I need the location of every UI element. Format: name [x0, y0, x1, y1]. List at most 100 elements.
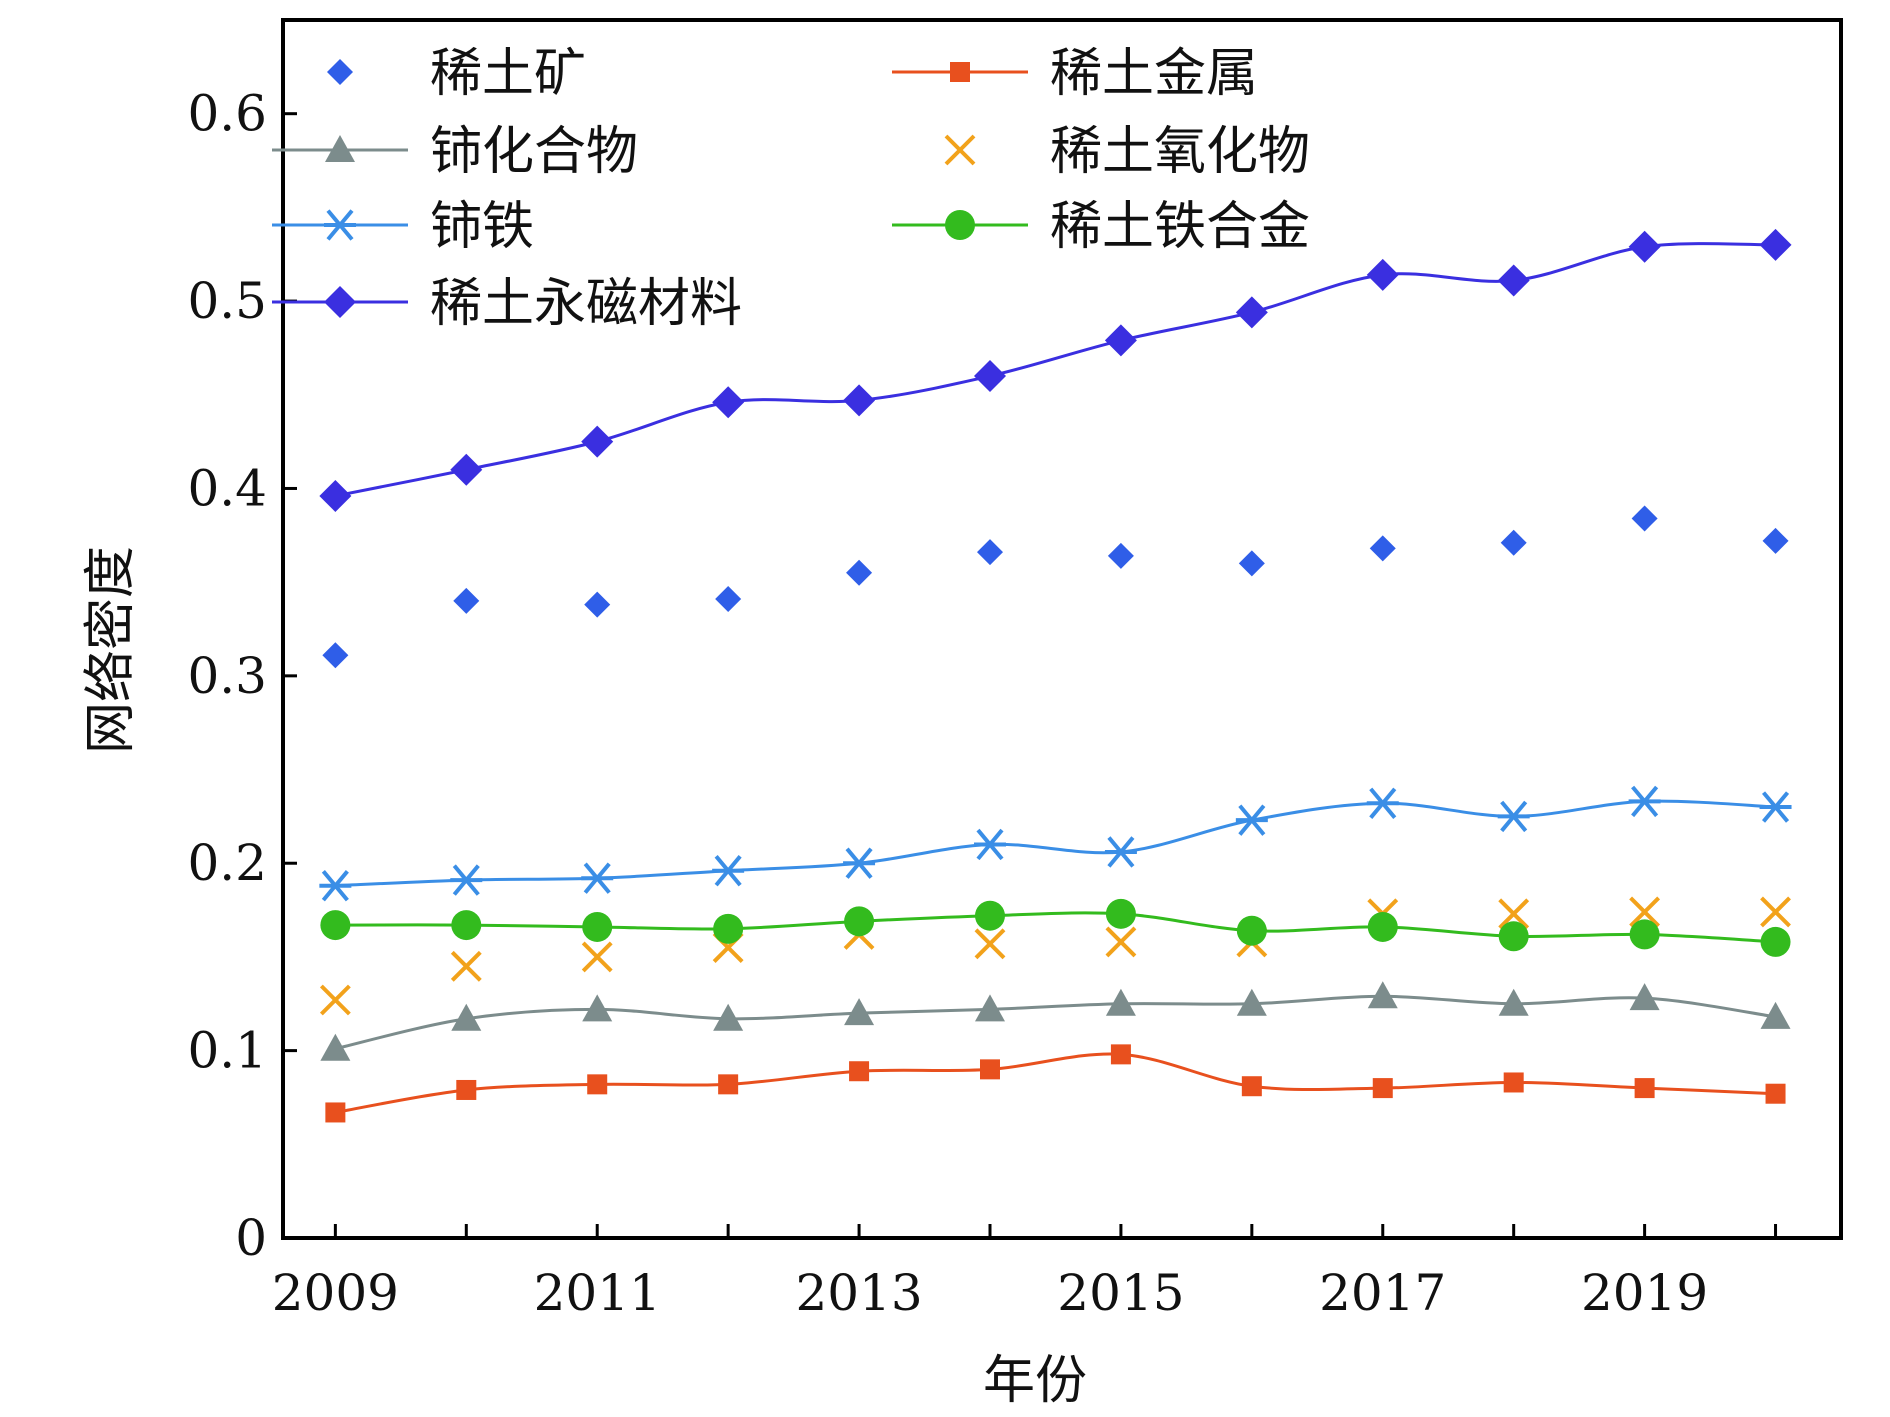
y-tick-label: 0.5: [187, 272, 267, 330]
y-tick-label: 0: [235, 1209, 267, 1267]
data-point: [843, 847, 876, 879]
data-point: [846, 559, 873, 586]
data-point: [1498, 921, 1529, 952]
data-point: [1629, 983, 1660, 1011]
y-tick-label: 0.2: [187, 834, 267, 892]
data-point: [974, 900, 1005, 931]
data-point: [976, 539, 1003, 566]
data-point: [450, 864, 483, 896]
data-point: [844, 906, 875, 937]
data-point: [1104, 324, 1137, 357]
data-point: [1367, 981, 1398, 1009]
series-稀土永磁材料: [319, 228, 1792, 512]
x-tick-label: 2013: [795, 1264, 922, 1322]
data-point: [320, 910, 351, 941]
y-tick-label: 0.1: [187, 1022, 267, 1080]
data-point: [718, 1074, 739, 1095]
legend-item: 铈铁: [272, 197, 534, 257]
data-point: [325, 1102, 346, 1123]
data-point: [450, 950, 482, 982]
data-point: [1628, 230, 1661, 263]
legend-item: 稀土铁合金: [892, 197, 1310, 257]
legend-label: 稀土金属: [1050, 44, 1258, 104]
series-layer: [319, 228, 1792, 1123]
data-point: [1236, 915, 1267, 946]
x-tick-label: 2019: [1581, 1264, 1708, 1322]
data-point: [1497, 264, 1530, 297]
series-line: [335, 242, 1776, 498]
legend-label: 稀土矿: [430, 44, 586, 104]
data-point: [1634, 1078, 1655, 1099]
data-point: [974, 994, 1005, 1022]
data-point: [456, 1079, 477, 1100]
data-point: [582, 994, 613, 1022]
data-point: [451, 910, 482, 941]
x-tick-label: 2017: [1319, 1264, 1446, 1322]
legend-item: 稀土金属: [892, 44, 1258, 104]
data-point: [1105, 898, 1136, 929]
series-铈化合物: [320, 981, 1791, 1061]
data-point: [1367, 911, 1398, 942]
data-point: [1104, 836, 1137, 868]
plot-frame: [281, 18, 1843, 1240]
legend-label: 铈化合物: [430, 122, 638, 182]
data-point: [584, 591, 611, 618]
series-稀土铁合金: [320, 898, 1791, 957]
data-point: [1366, 787, 1399, 819]
data-point: [1760, 896, 1791, 928]
data-point: [1497, 800, 1530, 833]
data-point: [715, 586, 742, 613]
data-point: [713, 1003, 744, 1031]
legend-label: 稀土永磁材料: [430, 274, 742, 334]
y-tick-label: 0.4: [187, 459, 267, 517]
data-point: [973, 360, 1006, 393]
series-line: [335, 994, 1776, 1051]
y-axis-title: 网络密度: [81, 546, 141, 754]
data-point: [1503, 1072, 1524, 1093]
data-point: [453, 587, 480, 614]
data-point: [1629, 896, 1661, 928]
legend-item: 稀土矿: [327, 44, 586, 104]
data-point: [950, 62, 970, 82]
x-tick-label: 2009: [272, 1264, 399, 1322]
y-tick-label: 0.3: [187, 647, 267, 705]
data-point: [1107, 542, 1134, 569]
axis-tick-labels: 2009 2011 2013 2015 2017 2019 0 0.1 0.2 0.3 0.4 0.5…: [187, 85, 1708, 1322]
data-point: [1372, 1078, 1393, 1099]
data-point: [450, 453, 483, 486]
data-point: [587, 1074, 608, 1095]
data-point: [712, 855, 745, 887]
legend-item: 稀土永磁材料: [272, 274, 742, 334]
data-point: [713, 913, 744, 944]
data-point: [319, 870, 352, 902]
data-point: [322, 642, 349, 669]
data-point: [1759, 228, 1792, 261]
series-稀土矿: [322, 505, 1789, 669]
legend-label: 铈铁: [430, 197, 534, 257]
series-line: [335, 1052, 1776, 1114]
data-point: [581, 941, 613, 973]
data-point: [1760, 926, 1791, 957]
data-point: [844, 998, 875, 1026]
data-point: [319, 479, 352, 512]
data-point: [581, 862, 614, 894]
data-point: [327, 59, 353, 85]
data-point: [1105, 988, 1136, 1016]
data-point: [1236, 988, 1267, 1016]
x-tick-label: 2011: [534, 1264, 661, 1322]
data-point: [319, 984, 351, 1016]
data-point: [1105, 926, 1137, 958]
y-tick-label: 0.6: [187, 85, 267, 143]
data-point: [1500, 529, 1527, 556]
data-point: [1760, 1001, 1791, 1029]
series-稀土金属: [325, 1044, 1786, 1123]
data-point: [325, 135, 355, 162]
data-point: [979, 1059, 1000, 1080]
data-point: [1235, 296, 1268, 329]
data-point: [712, 386, 745, 419]
data-point: [973, 828, 1006, 861]
data-point: [324, 286, 356, 318]
data-point: [451, 1003, 482, 1031]
